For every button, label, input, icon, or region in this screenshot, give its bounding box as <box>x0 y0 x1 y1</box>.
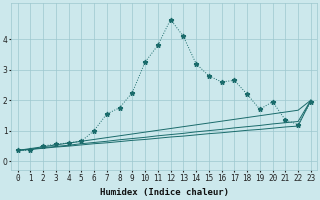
X-axis label: Humidex (Indice chaleur): Humidex (Indice chaleur) <box>100 188 229 197</box>
